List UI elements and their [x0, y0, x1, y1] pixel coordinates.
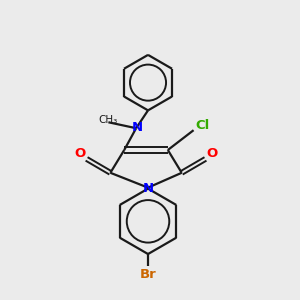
Text: N: N: [142, 182, 154, 195]
Text: CH₃: CH₃: [98, 115, 118, 125]
Text: O: O: [74, 148, 85, 160]
Text: Cl: Cl: [195, 119, 210, 132]
Text: N: N: [132, 121, 143, 134]
Text: Br: Br: [140, 268, 156, 281]
Text: O: O: [207, 148, 218, 160]
